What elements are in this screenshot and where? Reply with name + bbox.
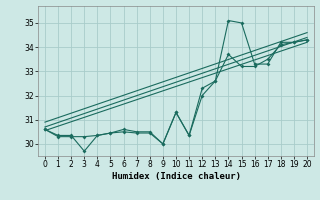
X-axis label: Humidex (Indice chaleur): Humidex (Indice chaleur): [111, 172, 241, 181]
